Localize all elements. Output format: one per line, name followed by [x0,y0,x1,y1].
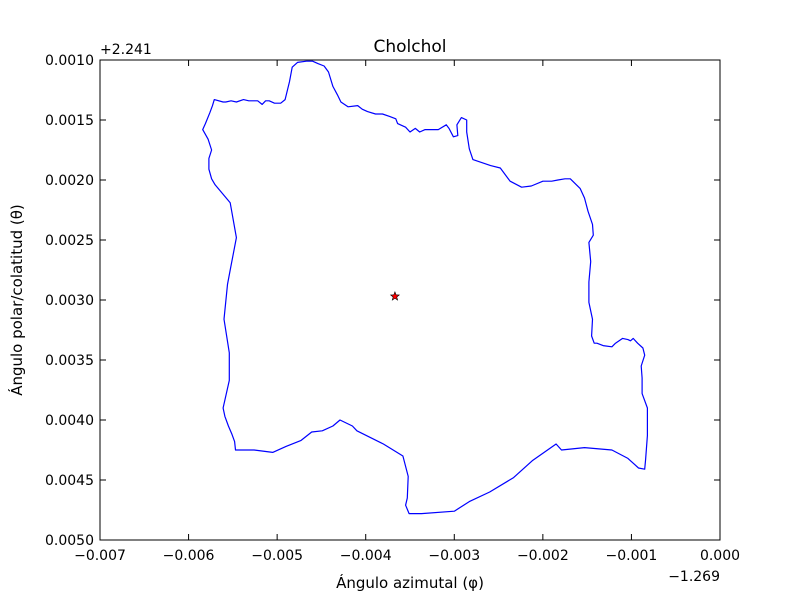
x-tick-label: −0.004 [340,548,392,564]
centroid-star-marker [389,291,401,301]
x-tick-label: −0.002 [517,548,569,564]
y-tick-label: 0.0020 [45,173,94,189]
y-axis-label: Ángulo polar/colatitud (θ) [7,204,26,396]
y-tick-label: 0.0010 [45,53,94,69]
series-group [202,60,649,515]
y-tick-label: 0.0050 [45,533,94,549]
x-tick-label: −0.001 [606,548,658,564]
x-offset-label: −1.269 [668,569,720,585]
y-tick-label: 0.0045 [45,473,94,489]
y-tick-label: 0.0035 [45,353,94,369]
x-tick-label: −0.007 [74,548,126,564]
x-tick-label: −0.003 [428,548,480,564]
x-tick-label: −0.005 [251,548,303,564]
y-tick-label: 0.0040 [45,413,94,429]
plot-area [99,59,721,541]
x-tick-label: −0.006 [163,548,215,564]
x-tick-label: 0.000 [700,548,740,564]
x-axis-label: Ángulo azimutal (φ) [336,573,484,592]
y-tick-label: 0.0015 [45,113,94,129]
y-tick-label: 0.0025 [45,233,94,249]
y-axis-ticks: 0.0010 0.0015 0.0020 0.0025 0.0030 0.0035 0.00… [45,53,720,549]
chart-title: Cholchol [373,37,446,57]
x-axis-ticks: −0.007 −0.006 −0.005 −0.004 −0.003 −0.002 −0.0… [74,60,740,564]
y-tick-label: 0.0030 [45,293,94,309]
y-offset-label: +2.241 [100,42,152,58]
boundary-series-line [202,60,649,515]
